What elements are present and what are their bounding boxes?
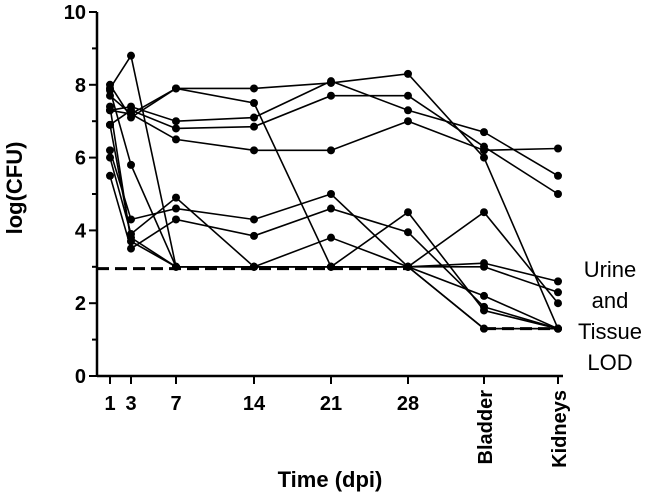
data-point [250, 84, 258, 93]
data-point [554, 299, 562, 308]
data-point [172, 84, 180, 93]
series-line [109, 80, 559, 177]
x-tick-label: 14 [243, 393, 266, 415]
data-point [106, 153, 114, 162]
data-point [172, 124, 180, 133]
y-tick-label: 10 [64, 2, 86, 24]
data-point [250, 262, 258, 271]
data-point [327, 190, 335, 198]
series-mouse-4 [106, 91, 562, 198]
data-point [106, 171, 114, 180]
data-point [250, 231, 258, 240]
data-point [480, 291, 488, 300]
data-point [480, 146, 488, 155]
data-point [250, 122, 258, 131]
lod-annotation: Urine and Tissue LOD [578, 257, 642, 375]
y-tick-label: 2 [75, 293, 86, 315]
x-tick-label: Bladder [475, 390, 497, 465]
series-group [106, 51, 562, 333]
data-point [127, 237, 135, 246]
data-point [480, 324, 488, 333]
series-line [109, 175, 559, 330]
x-tick-label: 7 [170, 393, 181, 415]
data-point [327, 146, 335, 155]
x-axis-title: Time (dpi) [278, 467, 383, 492]
y-tick-label: 4 [75, 220, 87, 242]
y-tick-labels: 0 2 4 6 8 10 [64, 2, 87, 388]
data-point [554, 144, 562, 153]
data-point [250, 215, 258, 224]
data-point [327, 204, 335, 213]
x-tick-label: 28 [397, 393, 419, 415]
series-mouse-12 [106, 102, 562, 333]
lod-annotation-line-2: and [592, 288, 629, 313]
lod-annotation-line-1: Urine [584, 257, 637, 282]
series-mouse-3 [106, 77, 562, 180]
x-tick-label: Kidneys [549, 390, 571, 468]
data-point [480, 128, 488, 137]
series-line [109, 106, 558, 330]
data-point [554, 277, 562, 286]
series-line [109, 90, 559, 304]
data-point [172, 193, 180, 202]
data-point [250, 99, 258, 107]
data-point [404, 262, 412, 271]
data-point [106, 102, 114, 111]
x-tick-label: 1 [104, 393, 115, 415]
y-axis-title: log(CFU) [2, 142, 27, 235]
data-point [404, 228, 412, 237]
data-point [404, 117, 412, 126]
data-point [172, 262, 180, 271]
data-point [480, 153, 488, 162]
data-point [404, 91, 412, 100]
data-point [554, 190, 562, 198]
data-point [327, 262, 335, 271]
data-point [250, 113, 258, 122]
series-line [109, 109, 559, 152]
data-point [172, 117, 180, 126]
x-tick-label: 3 [125, 393, 136, 415]
data-point [172, 215, 180, 224]
series-line [109, 94, 559, 195]
data-point [480, 262, 488, 271]
data-point [554, 288, 562, 297]
series-line [109, 150, 559, 330]
data-point [404, 106, 412, 115]
data-point [172, 135, 180, 144]
y-tick-label: 6 [75, 148, 86, 170]
data-point [554, 324, 562, 333]
data-point [127, 51, 135, 60]
data-point [404, 208, 412, 217]
data-point [327, 77, 335, 86]
y-tick-label: 0 [75, 366, 86, 388]
data-point [404, 69, 412, 78]
axes [89, 11, 563, 384]
lod-annotation-line-3: Tissue [578, 319, 642, 344]
data-point [127, 244, 135, 253]
data-point [106, 146, 114, 155]
data-point [480, 302, 488, 311]
x-tick-labels: 1 3 7 14 21 28 Bladder Kidneys [104, 390, 571, 468]
lod-annotation-line-4: LOD [587, 350, 632, 375]
x-tick-label: 21 [320, 393, 342, 415]
y-tick-label: 8 [75, 75, 86, 97]
data-point [127, 113, 135, 122]
data-point [327, 91, 335, 100]
data-point [127, 215, 135, 224]
data-point [250, 146, 258, 155]
data-point [554, 171, 562, 180]
data-point [327, 233, 335, 242]
data-point [480, 208, 488, 217]
data-point [172, 204, 180, 213]
series-line [109, 157, 559, 330]
data-point [127, 160, 135, 169]
data-point [106, 86, 114, 95]
